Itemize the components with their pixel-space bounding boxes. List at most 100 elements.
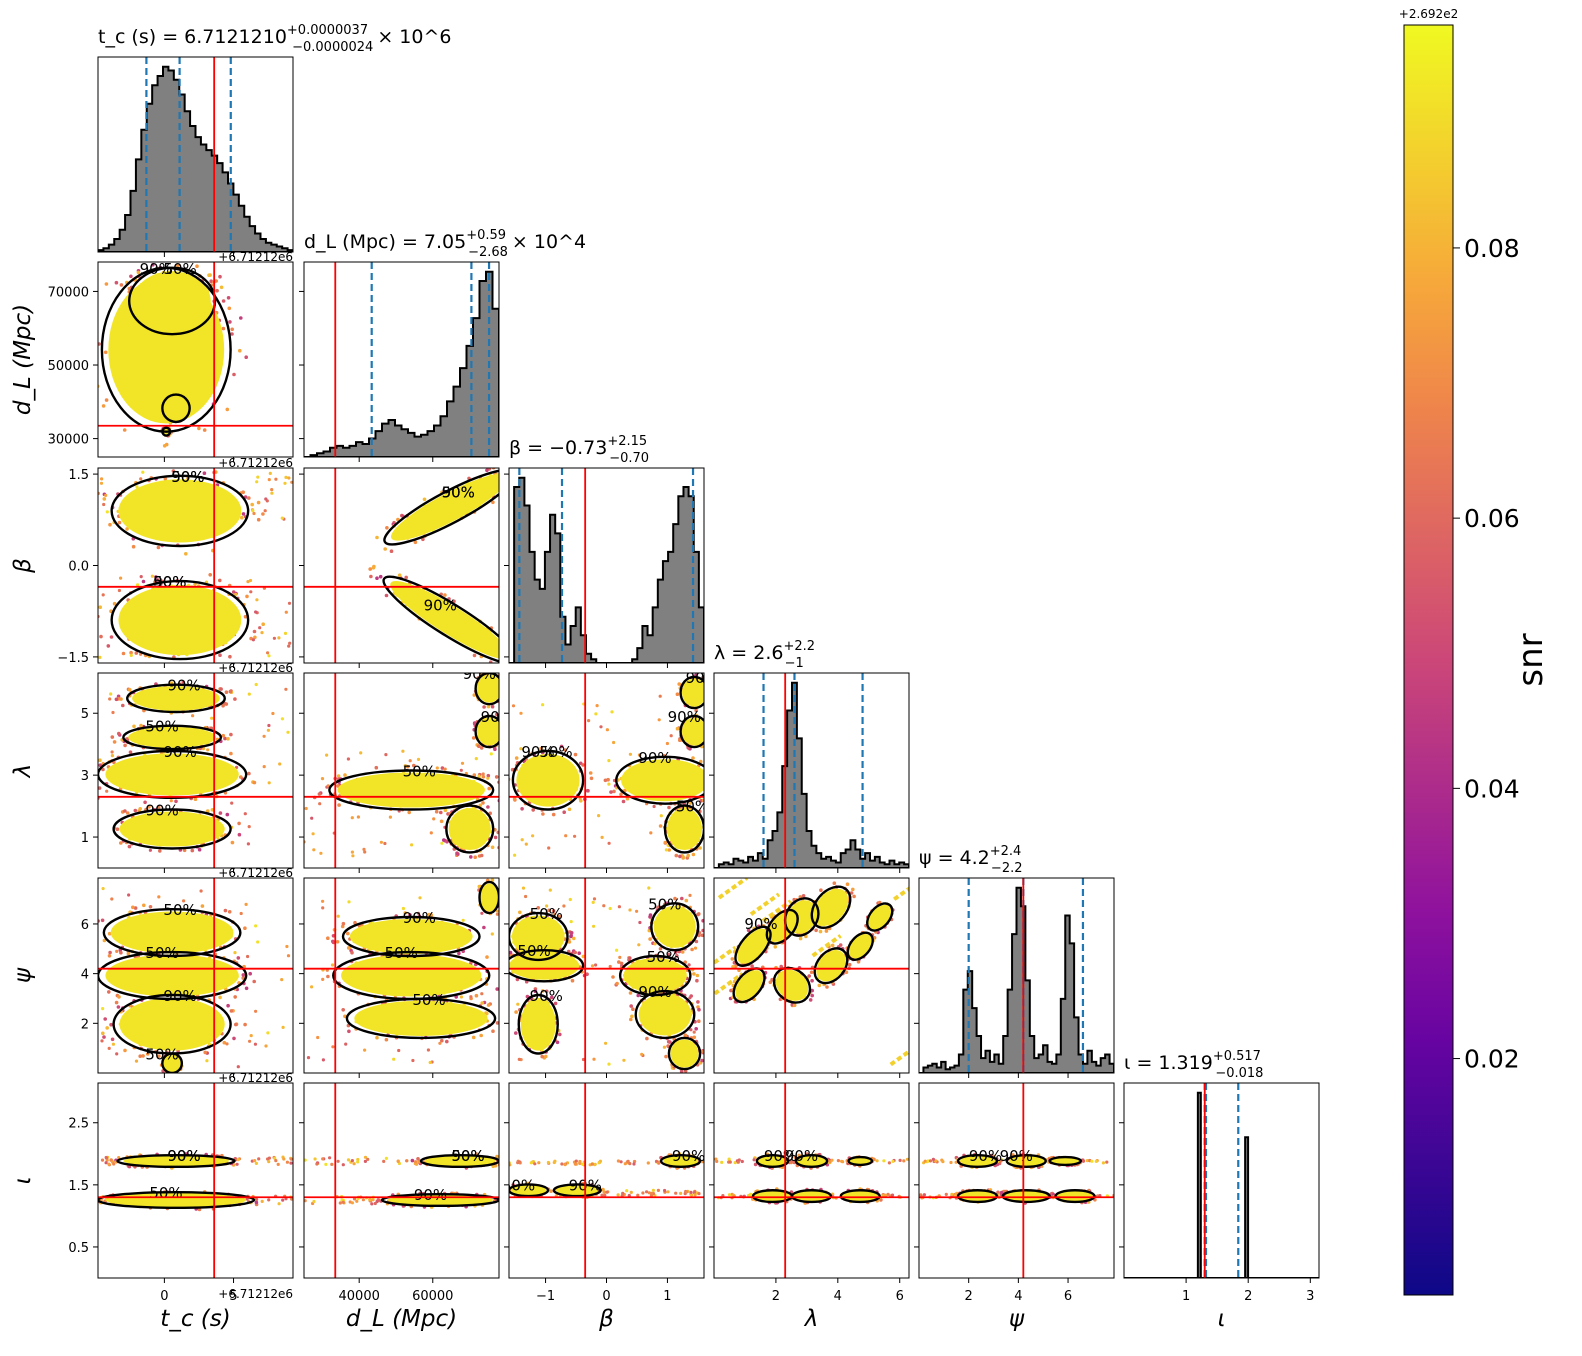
density-core [786,900,817,934]
sample-point [215,288,219,293]
sample-point [239,911,243,916]
sample-point [131,905,135,910]
sample-point [255,480,259,484]
sample-point [230,332,234,336]
sample-point [509,1016,513,1020]
sample-point [256,517,261,522]
panel-iota-lambda: 90%90% [714,1083,909,1278]
sample-point [195,264,199,269]
sample-point [115,949,119,954]
contour-label: 90% [481,708,514,726]
sample-point [563,748,568,752]
contour-label: 50% [163,901,196,919]
sample-point [687,963,691,967]
sample-point [814,928,818,933]
sample-point [696,1000,700,1004]
sample-point [246,580,250,584]
sample-point [838,943,843,947]
sample-point [482,705,486,709]
sample-point [569,920,573,924]
sample-point [414,1160,418,1164]
sample-point [481,772,485,776]
contour-line [341,915,481,958]
sample-point [223,791,228,795]
sample-streak [811,934,842,958]
title-suffix: × 10^4 [512,231,586,253]
sample-point [649,831,653,835]
sample-point [844,970,849,974]
density-core [119,997,225,1051]
sample-point [267,723,271,728]
sample-point [637,943,641,947]
panel-psi-tc: 50%50%90%50% [98,878,293,1073]
sample-point [443,808,448,813]
sample-point [617,960,621,964]
sample-point [110,754,114,758]
sample-point [592,1057,596,1061]
sample-point [346,931,350,936]
sample-point [119,697,123,701]
sample-point [218,578,222,583]
sample-point [505,960,509,964]
hist-psi [919,878,1114,1073]
sample-point [267,1198,271,1202]
sample-point [375,1035,379,1040]
sample-point [112,1162,116,1166]
contour-label: 90% [686,669,719,687]
sample-point [707,740,711,744]
sample-point [505,488,509,492]
sample-point [312,1199,316,1204]
sample-point [158,849,162,853]
sample-point [779,964,783,969]
sample-point [274,477,278,481]
sample-point [225,407,230,412]
sample-point [501,488,505,492]
sample-point [578,1159,582,1164]
sample-point [280,516,284,520]
sample-point [243,926,247,930]
sample-streak [893,886,909,901]
sample-point [518,1161,522,1165]
sample-point [503,970,507,974]
contour-label: 90% [167,1147,200,1165]
sample-point [597,1161,601,1165]
density-core [556,1184,599,1196]
contour-line [110,579,250,661]
contour-line [663,804,704,854]
sample-point [640,1052,644,1056]
sample-point [590,964,595,968]
sample-point [181,680,185,684]
sample-point [428,1060,432,1065]
sample-point [707,685,711,689]
sample-point [260,631,264,635]
sample-point [481,775,486,779]
sample-point [485,955,489,959]
sample-point [510,644,514,648]
sample-point [262,734,266,738]
sample-point [684,898,689,903]
sample-point [500,973,504,977]
sample-point [801,894,806,898]
sample-point [845,882,850,886]
sample-point [429,831,433,835]
hist-tc [98,57,293,252]
sample-point [315,1162,319,1166]
sample-point [890,1193,895,1197]
contour-line [615,755,704,805]
contour-label: 50% [145,718,178,736]
sample-point [573,1162,578,1166]
sample-point [241,490,245,495]
sample-point [284,610,288,614]
sample-point [101,404,106,408]
sample-point [110,897,114,901]
sample-point [361,1198,365,1202]
sample-point [545,904,549,908]
sample-point [595,704,599,708]
sample-point [241,973,246,977]
sample-point [667,805,671,810]
sample-point [662,1045,667,1049]
sample-point [495,1154,499,1159]
sample-point [817,983,822,988]
sample-point [416,757,421,762]
sample-point [100,1039,104,1043]
